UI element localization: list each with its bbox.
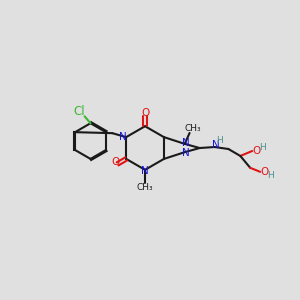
- Text: O: O: [252, 146, 260, 156]
- Text: N: N: [119, 132, 127, 142]
- Text: N: N: [212, 140, 219, 150]
- Text: CH₃: CH₃: [137, 183, 153, 192]
- Text: H: H: [259, 142, 266, 152]
- Text: O: O: [112, 157, 120, 167]
- Text: O: O: [260, 167, 268, 177]
- Text: N: N: [141, 166, 149, 176]
- Text: Cl: Cl: [74, 105, 85, 118]
- Text: O: O: [141, 108, 149, 118]
- Text: CH₃: CH₃: [184, 124, 201, 133]
- Text: H: H: [216, 136, 223, 145]
- Text: N: N: [182, 138, 190, 148]
- Text: H: H: [267, 171, 273, 180]
- Text: N: N: [182, 148, 190, 158]
